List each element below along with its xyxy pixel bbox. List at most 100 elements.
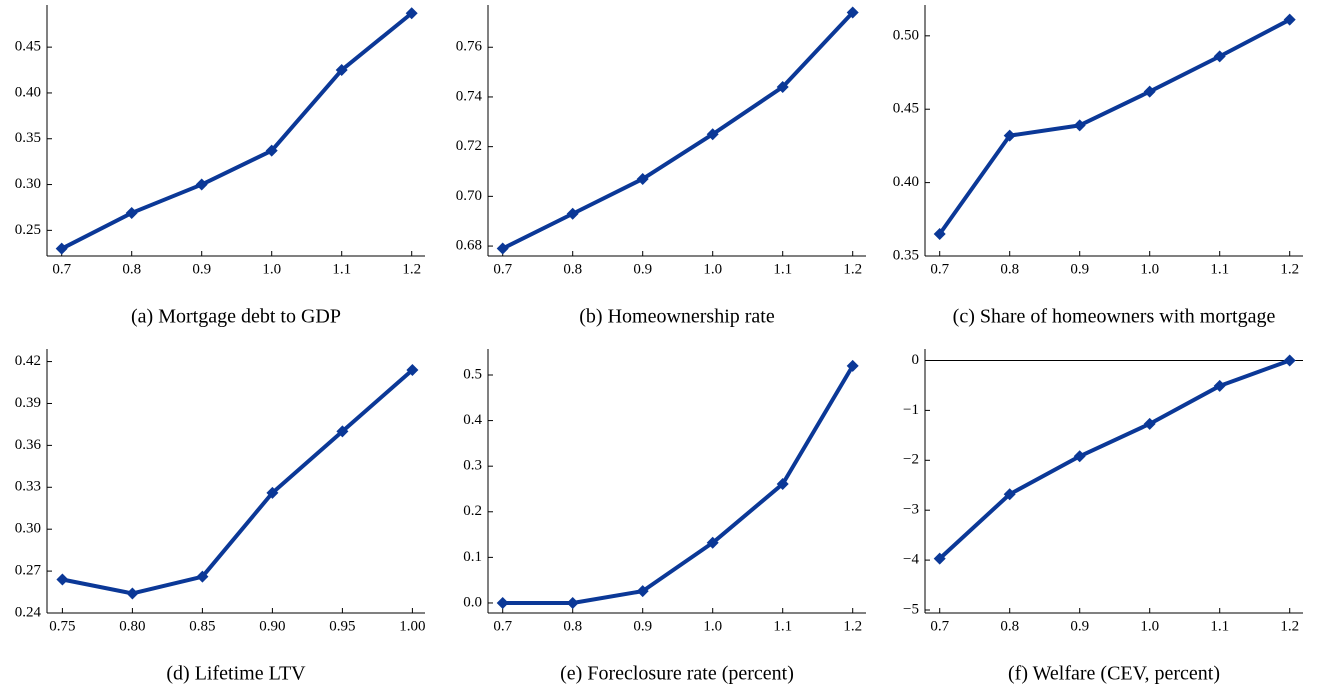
x-tick-label: 0.9 bbox=[1070, 618, 1089, 634]
y-tick-label: 0.76 bbox=[456, 39, 483, 55]
marker bbox=[776, 81, 789, 94]
data-line bbox=[938, 17, 1291, 236]
x-tick-label: 0.8 bbox=[1000, 261, 1019, 277]
marker bbox=[406, 363, 419, 376]
marker bbox=[566, 207, 579, 220]
y-tick-label: 0.68 bbox=[456, 237, 482, 253]
x-tick-label: 1.1 bbox=[1210, 261, 1229, 277]
panel: 0.68 0.70 0.72 0.74 0.76 0.7 0.8 0.9 1.0 1.1 1.2 (b… bbox=[456, 5, 866, 328]
x-tick-label: 0.9 bbox=[192, 261, 211, 277]
y-tick-label: 0.74 bbox=[456, 88, 483, 104]
x-tick-label: 0.8 bbox=[563, 618, 582, 634]
data-line bbox=[502, 364, 855, 605]
x-tick-label: 1.2 bbox=[1280, 618, 1299, 634]
marker bbox=[636, 172, 649, 185]
data-line bbox=[501, 11, 855, 251]
caption: (e) Foreclosure rate (percent) bbox=[560, 663, 794, 684]
x-tick-label: 0.8 bbox=[563, 261, 582, 277]
panel: 0.24 0.27 0.30 0.33 0.36 0.39 0.42 0.75 0.80 0.85… bbox=[15, 349, 426, 684]
y-tick-label: 0.27 bbox=[15, 563, 42, 579]
marker bbox=[1283, 13, 1296, 26]
y-tick-label: 0.50 bbox=[893, 27, 919, 43]
marker bbox=[125, 206, 138, 219]
y-tick-label: 0.39 bbox=[15, 395, 41, 411]
marker bbox=[265, 144, 278, 157]
marker bbox=[933, 227, 946, 240]
y-tick-label: 0.42 bbox=[15, 353, 41, 369]
y-tick-label: 0.1 bbox=[463, 549, 482, 565]
caption: (d) Lifetime LTV bbox=[166, 663, 306, 684]
marker bbox=[126, 587, 139, 600]
marker bbox=[1213, 379, 1226, 392]
x-tick-label: 0.85 bbox=[189, 618, 215, 634]
caption: (c) Share of homeowners with mortgage bbox=[953, 306, 1276, 328]
x-tick-label: 1.00 bbox=[399, 618, 425, 634]
x-tick-label: 0.7 bbox=[52, 261, 71, 277]
x-tick-label: 0.75 bbox=[49, 618, 75, 634]
caption: (f) Welfare (CEV, percent) bbox=[1008, 663, 1220, 684]
marker bbox=[776, 477, 789, 490]
x-tick-label: 1.0 bbox=[1140, 261, 1159, 277]
panel: 0.0 0.1 0.2 0.3 0.4 0.5 0.7 0.8 0.9 1.0 1.1 1.2 (e) … bbox=[463, 349, 866, 684]
x-tick-label: 0.7 bbox=[493, 618, 512, 634]
y-tick-label: 0.0 bbox=[463, 594, 482, 610]
caption: (a) Mortgage debt to GDP bbox=[131, 306, 341, 328]
y-tick-label: 0.36 bbox=[15, 437, 42, 453]
x-tick-label: 0.90 bbox=[259, 618, 285, 634]
marker bbox=[196, 570, 209, 583]
marker bbox=[496, 242, 509, 255]
y-tick-label: 0.2 bbox=[463, 503, 482, 519]
panel: −5 −4 −3 −2 −1 0 0.7 0.8 0.9 1.0 1.1 1.2 (f) Welfare… bbox=[903, 349, 1303, 684]
x-tick-label: 1.2 bbox=[1280, 261, 1299, 277]
y-tick-label: 0.40 bbox=[893, 174, 919, 190]
x-tick-label: 1.2 bbox=[843, 618, 862, 634]
marker bbox=[405, 7, 418, 20]
marker bbox=[846, 359, 859, 372]
data-line bbox=[60, 11, 413, 251]
data-line bbox=[938, 358, 1291, 561]
y-tick-label: 0.45 bbox=[15, 39, 41, 55]
marker bbox=[933, 552, 946, 565]
x-tick-label: 0.8 bbox=[1000, 618, 1019, 634]
marker bbox=[1073, 450, 1086, 463]
x-tick-label: 1.0 bbox=[262, 261, 281, 277]
marker bbox=[706, 536, 719, 549]
x-tick-label: 0.7 bbox=[930, 261, 949, 277]
marker bbox=[566, 596, 579, 609]
marker bbox=[706, 128, 719, 141]
x-tick-label: 0.95 bbox=[329, 618, 355, 634]
panel: 0.35 0.40 0.45 0.50 0.7 0.8 0.9 1.0 1.1 1.2 (c) Sh… bbox=[893, 5, 1303, 328]
y-tick-label: 0.72 bbox=[456, 138, 482, 154]
marker bbox=[266, 486, 279, 499]
marker bbox=[55, 242, 68, 255]
x-tick-label: 1.0 bbox=[703, 261, 722, 277]
marker bbox=[195, 178, 208, 191]
x-tick-label: 0.7 bbox=[930, 618, 949, 634]
x-tick-label: 0.9 bbox=[633, 618, 652, 634]
x-tick-label: 0.7 bbox=[493, 261, 512, 277]
marker bbox=[1003, 488, 1016, 501]
y-tick-label: −5 bbox=[903, 601, 919, 617]
marker bbox=[335, 64, 348, 77]
panel: 0.25 0.30 0.35 0.40 0.45 0.7 0.8 0.9 1.0 1.1 1.2 (a… bbox=[15, 5, 425, 328]
x-tick-label: 1.1 bbox=[332, 261, 351, 277]
caption: (b) Homeownership rate bbox=[579, 306, 775, 328]
x-tick-label: 0.80 bbox=[119, 618, 145, 634]
y-tick-label: 0.24 bbox=[15, 604, 42, 620]
y-tick-label: −3 bbox=[903, 502, 919, 518]
y-tick-label: 0.3 bbox=[463, 458, 482, 474]
marker bbox=[1213, 50, 1226, 63]
marker bbox=[636, 585, 649, 598]
y-tick-label: 0.25 bbox=[15, 222, 41, 238]
y-tick-label: 0.70 bbox=[456, 188, 482, 204]
marker bbox=[1143, 85, 1156, 98]
marker bbox=[1283, 354, 1296, 367]
y-tick-label: 0.30 bbox=[15, 521, 41, 537]
x-tick-label: 1.0 bbox=[1140, 618, 1159, 634]
x-tick-label: 1.1 bbox=[1210, 618, 1229, 634]
y-tick-label: −2 bbox=[903, 452, 919, 468]
marker bbox=[1003, 129, 1016, 142]
x-tick-label: 1.1 bbox=[773, 618, 792, 634]
